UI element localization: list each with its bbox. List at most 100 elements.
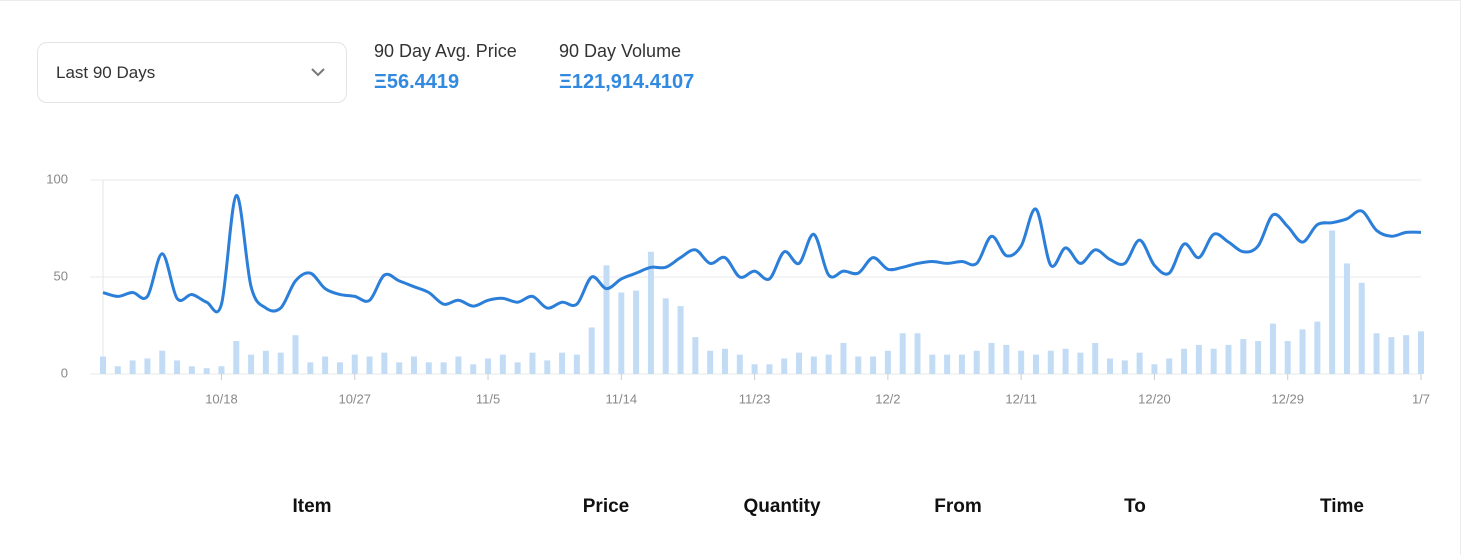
x-tick-label: 11/5 <box>476 391 500 406</box>
bar <box>781 358 788 374</box>
column-header[interactable]: Quantity <box>743 496 821 517</box>
x-tick-label: 12/29 <box>1271 391 1304 406</box>
bar <box>692 337 699 374</box>
bar <box>1403 335 1410 374</box>
bar <box>840 342 847 374</box>
column-header[interactable]: Time <box>1319 496 1365 517</box>
y-tick-label: 100 <box>46 171 68 186</box>
x-tick-label: 12/2 <box>875 391 900 406</box>
bar <box>218 366 225 374</box>
bar <box>322 356 329 374</box>
stat-value: Ξ121,914.4107 <box>559 71 695 93</box>
bar <box>114 366 121 374</box>
bar <box>277 352 284 374</box>
bar <box>336 362 343 374</box>
stat-label: 90 Day Avg. Price <box>374 41 517 61</box>
bar <box>366 356 373 374</box>
bar <box>1032 354 1039 374</box>
bar <box>1269 323 1276 374</box>
bar <box>707 350 714 374</box>
bar <box>929 354 936 374</box>
bar <box>677 306 684 374</box>
bar <box>736 354 743 374</box>
bar <box>1314 321 1321 374</box>
bar <box>425 362 432 374</box>
bar <box>1077 352 1084 374</box>
bar <box>1284 341 1291 374</box>
bar <box>958 354 965 374</box>
bar <box>1018 350 1025 374</box>
column-header[interactable]: To <box>1124 496 1146 517</box>
bar <box>1136 352 1143 374</box>
bar <box>825 354 832 374</box>
bar <box>559 352 566 374</box>
chart: 0 50 100 10/18 10/27 11/5 11/14 11/23 12/2 12/11 1… <box>46 171 1430 406</box>
bar <box>233 341 240 374</box>
bar <box>1121 360 1128 374</box>
bar <box>988 342 995 374</box>
bar <box>751 364 758 374</box>
stat-value: Ξ56.4419 <box>374 71 460 93</box>
bar <box>470 364 477 374</box>
range-dropdown[interactable]: Last 90 Days <box>37 42 347 103</box>
bar <box>1299 329 1306 374</box>
y-tick-label: 50 <box>54 268 68 283</box>
bar <box>144 358 151 374</box>
chevron <box>311 68 325 77</box>
bar <box>262 350 269 374</box>
x-tick-label: 10/18 <box>205 391 238 406</box>
bar <box>1047 350 1054 374</box>
bar <box>603 265 610 374</box>
column-header[interactable]: Price <box>582 496 630 517</box>
bar <box>973 350 980 374</box>
x-tick-label: 12/11 <box>1005 391 1037 406</box>
bar <box>1166 358 1173 374</box>
bar <box>1151 364 1158 374</box>
bar <box>647 251 654 374</box>
bar <box>914 333 921 374</box>
column-header[interactable]: From <box>934 496 982 517</box>
bar <box>618 292 625 374</box>
bar <box>440 362 447 374</box>
stat-label: 90 Day Volume <box>559 41 682 61</box>
stat: 90 Day Avg. Price Ξ56.4419 <box>374 41 517 94</box>
bar <box>514 362 521 374</box>
bar <box>884 350 891 374</box>
column-header[interactable]: Item <box>292 496 332 517</box>
bar <box>870 356 877 374</box>
bar <box>188 366 195 374</box>
bar <box>129 360 136 374</box>
bar <box>1343 263 1350 374</box>
bar <box>307 362 314 374</box>
bar <box>662 298 669 374</box>
x-tick-label: 12/20 <box>1138 391 1171 406</box>
bar <box>1329 230 1336 374</box>
bar <box>810 356 817 374</box>
price-line <box>102 194 1422 314</box>
bar <box>1062 348 1069 374</box>
bar <box>766 364 773 374</box>
y-tick-label: 0 <box>61 365 68 380</box>
bar <box>944 354 951 374</box>
bar <box>573 354 580 374</box>
bar <box>796 352 803 374</box>
bar <box>1195 344 1202 374</box>
bar <box>455 356 462 374</box>
bar <box>1388 337 1395 374</box>
bar <box>1225 344 1232 374</box>
dropdown-label: Last 90 Days <box>56 63 156 82</box>
x-tick-label: 11/23 <box>739 391 771 406</box>
bar <box>1107 358 1114 374</box>
bar <box>588 327 595 374</box>
bar <box>721 348 728 374</box>
bar <box>1092 342 1099 374</box>
bar <box>855 356 862 374</box>
bar <box>529 352 536 374</box>
bar <box>1358 282 1365 374</box>
x-tick-label: 1/7 <box>1412 391 1430 406</box>
bar <box>485 358 492 374</box>
bar <box>203 368 210 374</box>
bar <box>248 354 255 374</box>
bar <box>1003 344 1010 374</box>
